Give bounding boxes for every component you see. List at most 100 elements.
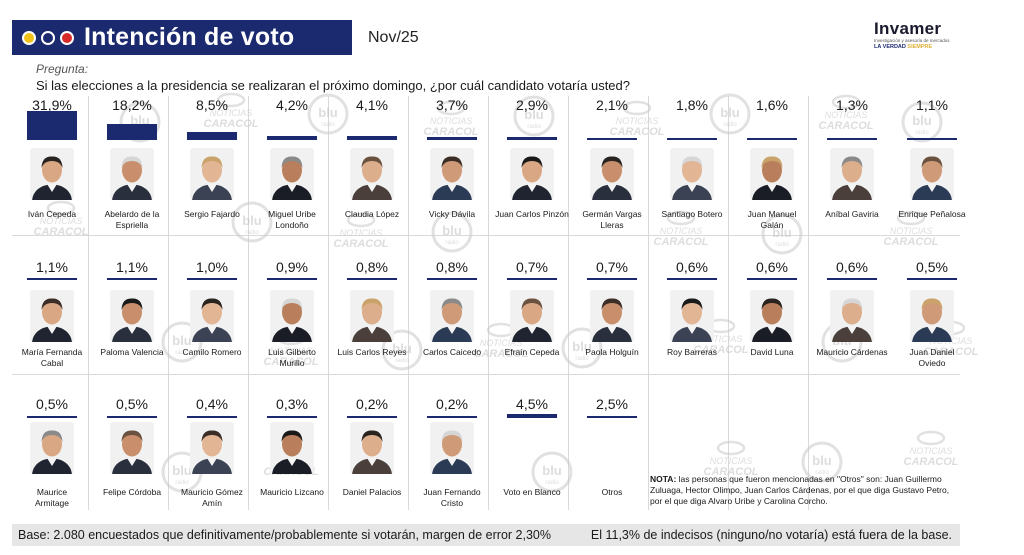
column-divider	[248, 96, 249, 510]
candidate-name: Juan Manuel Galán	[724, 209, 820, 231]
candidate-name: Maurice Armitage	[4, 487, 100, 509]
invamer-logo: Invamer Investigación y asesoría de merc…	[874, 20, 950, 56]
candidate-name-line: Armitage	[34, 498, 69, 508]
vote-bar	[587, 278, 637, 280]
vote-bar	[187, 416, 237, 418]
candidate-photo	[430, 290, 474, 342]
candidate-name: Aníbal Gaviria	[804, 209, 900, 220]
candidate-name-line: Germán Vargas	[582, 209, 642, 219]
candidate-name-line: Abelardo de la	[104, 209, 160, 219]
candidate-photo	[910, 290, 954, 342]
candidate-photo	[510, 148, 554, 200]
vote-bar	[667, 138, 717, 140]
column-divider	[408, 96, 409, 510]
candidate-photo	[350, 290, 394, 342]
person-icon	[270, 148, 314, 200]
candidate-name: Luis Carlos Reyes	[324, 347, 420, 358]
candidate-photo	[30, 290, 74, 342]
watermark: NOTICIAS CARACOL	[30, 200, 92, 245]
candidate-photo	[830, 290, 874, 342]
candidate-name-line: Iván Cepeda	[27, 209, 77, 219]
candidate-name-line: Daniel Palacios	[342, 487, 402, 497]
person-icon	[270, 290, 314, 342]
candidate-photo	[750, 290, 794, 342]
value-label: 4,5%	[516, 396, 548, 412]
vote-bar	[347, 278, 397, 280]
svg-text:blu: blu	[172, 463, 192, 478]
value-label: 1,1%	[116, 259, 148, 275]
person-icon	[350, 290, 394, 342]
svg-text:NOTICIAS: NOTICIAS	[340, 228, 383, 238]
vote-bar	[27, 111, 77, 140]
person-icon	[190, 148, 234, 200]
question-text: Si las elecciones a la presidencia se re…	[36, 78, 630, 93]
candidate-name-line: Aníbal Gaviria	[825, 209, 879, 219]
candidate-name: Mauricio Lizcano	[244, 487, 340, 498]
candidate-name: Juan Daniel Oviedo	[884, 347, 980, 369]
person-icon	[670, 148, 714, 200]
candidate-name-line: Mauricio Lizcano	[260, 487, 324, 497]
candidate-name: Paola Holguín	[564, 347, 660, 358]
candidate-name-line: Juan Carlos Pinzón	[495, 209, 569, 219]
svg-text:blu: blu	[542, 463, 562, 478]
candidate-name-line: Enrique Peñalosa	[898, 209, 966, 219]
person-icon	[830, 148, 874, 200]
person-icon	[430, 290, 474, 342]
candidate-name-line: Roy Barreras	[666, 347, 718, 357]
row-divider	[12, 235, 960, 236]
candidate-photo	[750, 148, 794, 200]
candidate-photo	[190, 422, 234, 474]
candidate-name-line: Galán	[760, 220, 784, 230]
candidate-name-line: Sergio Fajardo	[184, 209, 240, 219]
vote-bar	[507, 278, 557, 280]
note-text: las personas que fueron mencionadas en "…	[650, 474, 950, 506]
candidate-name: Miguel Uribe Londoño	[244, 209, 340, 231]
value-label: 8,5%	[196, 97, 228, 113]
value-label: 1,6%	[756, 97, 788, 113]
candidate-photo	[510, 290, 554, 342]
value-label: 0,9%	[276, 259, 308, 275]
candidate-photo	[110, 422, 154, 474]
candidate-photo	[350, 148, 394, 200]
candidate-name: María Fernanda Cabal	[4, 347, 100, 369]
person-icon	[30, 422, 74, 474]
person-icon	[110, 422, 154, 474]
candidate-name-line: Lleras	[600, 220, 624, 230]
candidate-name-line: Claudia López	[344, 209, 400, 219]
candidate-name-line: Luis Gilberto	[268, 347, 316, 357]
survey-date: Nov/25	[368, 29, 419, 46]
vote-bar	[187, 132, 237, 140]
person-icon	[110, 148, 154, 200]
value-label: 1,1%	[36, 259, 68, 275]
footer-bar: Base: 2.080 encuestados que definitivame…	[12, 524, 960, 546]
person-icon	[830, 290, 874, 342]
svg-text:NOTICIAS: NOTICIAS	[616, 116, 659, 126]
value-label: 0,7%	[596, 259, 628, 275]
candidate-name: Germán Vargas Lleras	[564, 209, 660, 231]
vote-bar	[667, 278, 717, 280]
vote-bar	[587, 415, 637, 418]
svg-text:radio: radio	[545, 480, 559, 486]
candidate-name-line: Cristo	[440, 498, 464, 508]
candidate-name-line: Miguel Uribe	[268, 209, 316, 219]
logo-subtitle: Investigación y asesoría de mercados	[874, 38, 950, 43]
candidate-name: Luis Gilberto Murillo	[244, 347, 340, 369]
candidate-name: Sergio Fajardo	[164, 209, 260, 220]
candidate-photo	[590, 148, 634, 200]
value-label: 0,5%	[36, 396, 68, 412]
svg-text:CARACOL: CARACOL	[34, 226, 89, 238]
candidate-name-line: Juan Daniel	[909, 347, 955, 357]
row-divider	[12, 374, 960, 375]
column-divider	[488, 96, 489, 510]
svg-text:radio: radio	[445, 240, 459, 246]
blue-dot-icon	[41, 30, 55, 45]
candidate-photo	[190, 290, 234, 342]
candidate-photo	[350, 422, 394, 474]
column-divider	[328, 96, 329, 510]
vote-bar	[27, 416, 77, 418]
candidate-name-line: Luis Carlos Reyes	[337, 347, 407, 357]
value-label: 0,3%	[276, 396, 308, 412]
svg-text:radio: radio	[723, 122, 737, 128]
svg-text:radio: radio	[775, 242, 789, 248]
person-icon	[590, 290, 634, 342]
